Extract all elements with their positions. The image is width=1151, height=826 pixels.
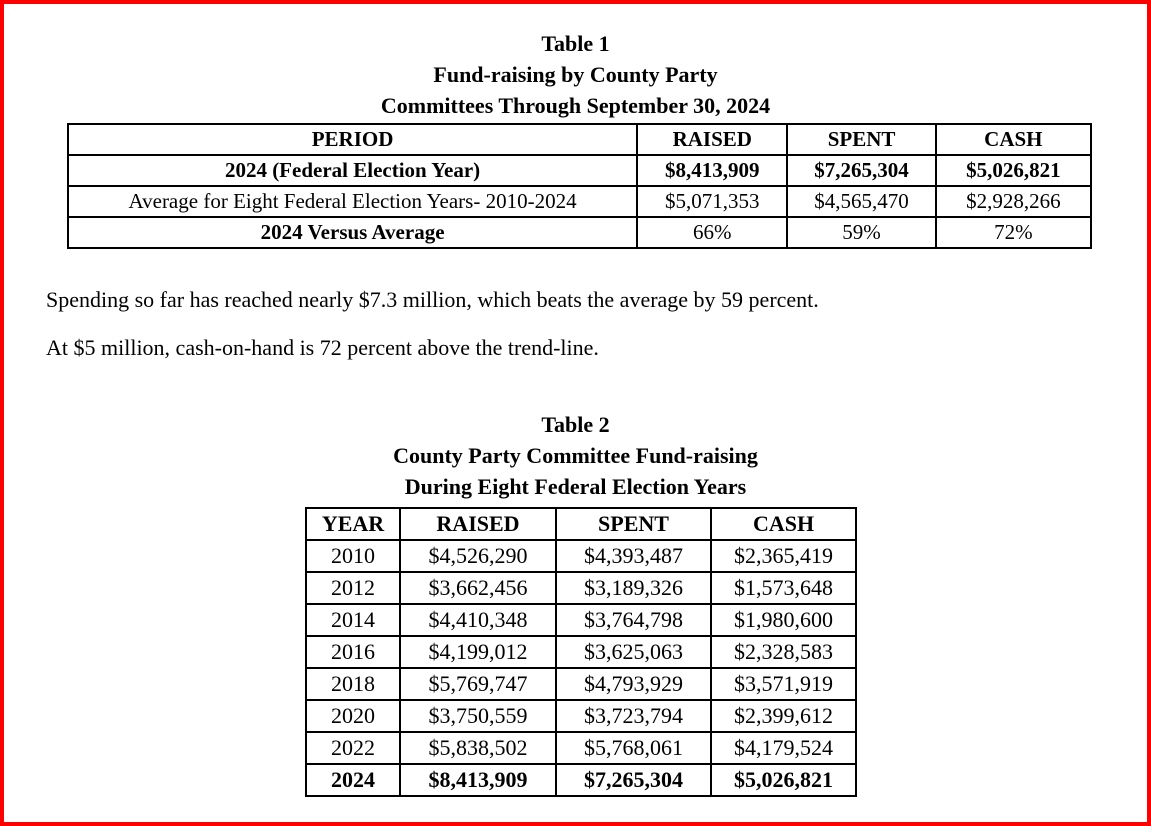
table2-year-cell: 2012 — [305, 571, 401, 605]
table2-title: Table 2 County Party Committee Fund-rais… — [4, 409, 1147, 502]
table2-year-cell: 2010 — [305, 539, 401, 573]
table2-cash-cell: $4,179,524 — [710, 731, 857, 765]
table2-year-cell: 2024 — [305, 763, 401, 797]
table2-cash-cell: $1,980,600 — [710, 603, 857, 637]
table1-col-cash: CASH — [934, 123, 1093, 156]
table1-row-3: 2024 Versus Average 66% 59% 72% — [66, 216, 1093, 249]
table2-title-line-3: During Eight Federal Election Years — [404, 474, 747, 499]
table1-raised-cell: $5,071,353 — [636, 185, 789, 218]
table2-raised-cell: $4,410,348 — [399, 603, 557, 637]
table2-cash-cell: $3,571,919 — [710, 667, 857, 701]
table1-raised-cell: $8,413,909 — [636, 154, 789, 187]
table2-col-cash: CASH — [710, 507, 857, 541]
table1-col-spent: SPENT — [786, 123, 937, 156]
table1-cash-cell: $2,928,266 — [934, 185, 1093, 218]
table2-row-2018: 2018 $5,769,747 $4,793,929 $3,571,919 — [305, 667, 857, 701]
table1-title-line-1: Table 1 — [541, 31, 610, 56]
table2-spent-cell: $5,768,061 — [555, 731, 712, 765]
table1-cash-cell: 72% — [934, 216, 1093, 249]
table1: PERIOD RAISED SPENT CASH 2024 (Federal E… — [66, 123, 1093, 249]
table2-spent-cell: $3,764,798 — [555, 603, 712, 637]
table1-raised-cell: 66% — [636, 216, 789, 249]
paragraph-spending: Spending so far has reached nearly $7.3 … — [46, 287, 819, 312]
table1-spent-cell: $7,265,304 — [786, 154, 937, 187]
table2-raised-cell: $5,838,502 — [399, 731, 557, 765]
table1-period-cell: 2024 Versus Average — [66, 216, 639, 249]
table2-raised-cell: $4,526,290 — [399, 539, 557, 573]
table1-header-row: PERIOD RAISED SPENT CASH — [66, 123, 1093, 156]
table2-spent-cell: $7,265,304 — [555, 763, 712, 797]
table2-cash-cell: $2,365,419 — [710, 539, 857, 573]
table2-row-2010: 2010 $4,526,290 $4,393,487 $2,365,419 — [305, 539, 857, 573]
table1-title-line-2: Fund-raising by County Party — [433, 62, 718, 87]
table2-title-line-1: Table 2 — [541, 412, 610, 437]
table2-year-cell: 2018 — [305, 667, 401, 701]
table2-cash-cell: $2,399,612 — [710, 699, 857, 733]
table1-col-raised: RAISED — [636, 123, 789, 156]
table2-raised-cell: $3,750,559 — [399, 699, 557, 733]
table1-title: Table 1 Fund-raising by County Party Com… — [4, 28, 1147, 121]
table2-row-2012: 2012 $3,662,456 $3,189,326 $1,573,648 — [305, 571, 857, 605]
table2-row-2016: 2016 $4,199,012 $3,625,063 $2,328,583 — [305, 635, 857, 669]
table2-col-year: YEAR — [305, 507, 401, 541]
table1-spent-cell: $4,565,470 — [786, 185, 937, 218]
table2-year-cell: 2020 — [305, 699, 401, 733]
table2-cash-cell: $2,328,583 — [710, 635, 857, 669]
table2-col-raised: RAISED — [399, 507, 557, 541]
table1-row-1: 2024 (Federal Election Year) $8,413,909 $7… — [66, 154, 1093, 187]
table2-spent-cell: $3,625,063 — [555, 635, 712, 669]
table1-row-2: Average for Eight Federal Election Years… — [66, 185, 1093, 218]
table2: YEAR RAISED SPENT CASH 2010 $4,526,290 $4,… — [305, 507, 857, 797]
table2-raised-cell: $3,662,456 — [399, 571, 557, 605]
table2-year-cell: 2016 — [305, 635, 401, 669]
table1-col-period: PERIOD — [66, 123, 639, 156]
table2-col-spent: SPENT — [555, 507, 712, 541]
table2-spent-cell: $4,393,487 — [555, 539, 712, 573]
table2-spent-cell: $4,793,929 — [555, 667, 712, 701]
table1-period-cell: 2024 (Federal Election Year) — [66, 154, 639, 187]
table2-row-2024: 2024 $8,413,909 $7,265,304 $5,026,821 — [305, 763, 857, 797]
table1-spent-cell: 59% — [786, 216, 937, 249]
table1-title-line-3: Committees Through September 30, 2024 — [380, 93, 771, 118]
table2-row-2014: 2014 $4,410,348 $3,764,798 $1,980,600 — [305, 603, 857, 637]
table2-row-2020: 2020 $3,750,559 $3,723,794 $2,399,612 — [305, 699, 857, 733]
table2-year-cell: 2014 — [305, 603, 401, 637]
table2-raised-cell: $8,413,909 — [399, 763, 557, 797]
table2-spent-cell: $3,189,326 — [555, 571, 712, 605]
table2-spent-cell: $3,723,794 — [555, 699, 712, 733]
table1-period-cell: Average for Eight Federal Election Years… — [66, 185, 639, 218]
table2-year-cell: 2022 — [305, 731, 401, 765]
table2-raised-cell: $5,769,747 — [399, 667, 557, 701]
paragraph-cash-on-hand: At $5 million, cash-on-hand is 72 percen… — [46, 335, 599, 360]
table2-title-line-2: County Party Committee Fund-raising — [393, 443, 758, 468]
table2-header-row: YEAR RAISED SPENT CASH — [305, 507, 857, 541]
table2-cash-cell: $1,573,648 — [710, 571, 857, 605]
table2-row-2022: 2022 $5,838,502 $5,768,061 $4,179,524 — [305, 731, 857, 765]
table1-cash-cell: $5,026,821 — [934, 154, 1093, 187]
table2-cash-cell: $5,026,821 — [710, 763, 857, 797]
table2-raised-cell: $4,199,012 — [399, 635, 557, 669]
